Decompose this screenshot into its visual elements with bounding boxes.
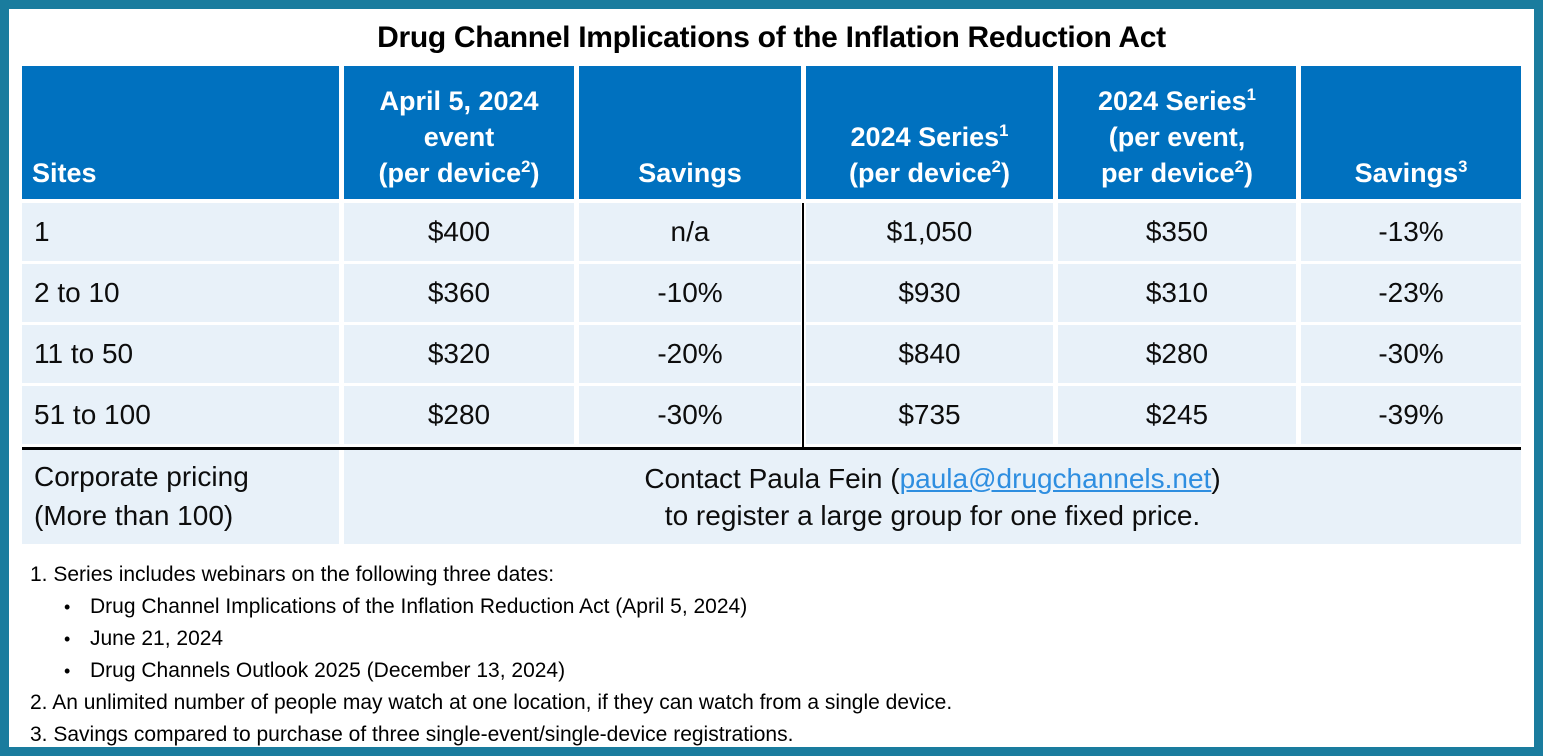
cell-savings3: -30% — [1301, 325, 1521, 383]
corporate-pricing-row: Corporate pricing (More than 100) Contac… — [22, 450, 1521, 544]
header-cell-savings: Savings — [579, 66, 801, 199]
page-title: Drug Channel Implications of the Inflati… — [377, 21, 1166, 54]
bullet-text: June 21, 2024 — [90, 627, 224, 650]
header-cell-savings3: Savings3 — [1301, 66, 1521, 199]
bullet-text: Drug Channels Outlook 2025 (December 13,… — [90, 659, 566, 682]
footnote-2: 2. An unlimited number of people may wat… — [30, 691, 953, 714]
table-row: 1 $400 n/a $1,050 $350 -13% — [22, 203, 1521, 264]
table-row: 11 to 50 $320 -20% $840 $280 -30% — [22, 322, 1521, 386]
header-cell-april-event: April 5, 2024 event (per device2) — [344, 66, 574, 199]
cell-sites: 2 to 10 — [22, 264, 339, 322]
table-row: 2 to 10 $360 -10% $930 $310 -23% — [22, 261, 1521, 325]
contact-text: Contact Paula Fein ( — [644, 462, 900, 494]
cell-april-price: $280 — [344, 386, 574, 444]
header-line: (per device2) — [849, 156, 1010, 192]
header-cell-series-per-event: 2024 Series1 (per event, per device2) — [1058, 66, 1296, 199]
contact-line: to register a large group for one fixed … — [664, 500, 1201, 531]
header-text: ) — [1243, 158, 1253, 189]
superscript: 2 — [991, 157, 1001, 177]
header-line: April 5, 2024 — [379, 86, 539, 117]
superscript: 3 — [1458, 157, 1468, 177]
header-row: Sites April 5, 2024 event (per device2) … — [22, 66, 1521, 199]
header-label: Sites — [32, 158, 97, 189]
cell-series-event-price: $350 — [1058, 203, 1296, 261]
header-text: (per device — [849, 158, 992, 189]
cell-savings3: -13% — [1301, 203, 1521, 261]
cell-series-device-price: $735 — [802, 383, 1053, 447]
superscript: 2 — [521, 157, 531, 177]
corporate-pricing-label: Corporate pricing (More than 100) — [22, 450, 339, 544]
pricing-table: Sites April 5, 2024 event (per device2) … — [22, 66, 1521, 544]
cell-april-price: $360 — [344, 264, 574, 322]
header-line: event — [423, 122, 495, 153]
header-line: Savings3 — [1355, 156, 1468, 192]
superscript: 1 — [1246, 85, 1256, 105]
superscript: 2 — [1234, 157, 1244, 177]
bullet-icon: • — [64, 629, 71, 649]
header-cell-sites: Sites — [22, 66, 339, 199]
cell-series-device-price: $930 — [802, 261, 1053, 325]
cell-series-device-price: $1,050 — [802, 203, 1053, 264]
email-link[interactable]: paula@drugchannels.net — [899, 462, 1212, 494]
header-text: 2024 Series — [1098, 86, 1247, 117]
bullet-item: • Drug Channels Outlook 2025 (December 1… — [30, 655, 1534, 687]
cell-april-price: $400 — [344, 203, 574, 261]
header-text: ) — [1000, 158, 1010, 189]
footnotes: 1. Series includes webinars on the follo… — [30, 559, 1534, 747]
header-text: ) — [530, 158, 540, 189]
cell-series-device-price: $840 — [802, 322, 1053, 386]
cell-sites: 51 to 100 — [22, 386, 339, 444]
corporate-label-line: Corporate pricing — [34, 461, 249, 493]
bullet-icon: • — [64, 597, 71, 617]
header-line: 2024 Series1 — [851, 120, 1009, 156]
header-text: (per device — [378, 158, 522, 189]
superscript: 1 — [999, 121, 1009, 141]
header-text: Savings — [1354, 158, 1459, 189]
header-cell-series-per-device: 2024 Series1 (per device2) — [806, 66, 1053, 199]
bullet-item: • June 21, 2024 — [30, 623, 1534, 655]
cell-savings: -10% — [579, 264, 801, 322]
header-line: (per event, — [1108, 122, 1246, 153]
header-text: 2024 Series — [850, 122, 1000, 153]
cell-series-event-price: $245 — [1058, 386, 1296, 444]
cell-sites: 11 to 50 — [22, 325, 339, 383]
header-line: per device2) — [1101, 156, 1253, 192]
cell-series-event-price: $280 — [1058, 325, 1296, 383]
footnote-1: 1. Series includes webinars on the follo… — [30, 563, 555, 586]
cell-savings3: -39% — [1301, 386, 1521, 444]
header-line: 2024 Series1 — [1098, 84, 1256, 120]
header-line: (per device2) — [379, 156, 540, 192]
contact-text: ) — [1211, 462, 1221, 494]
footnote-3: 3. Savings compared to purchase of three… — [30, 723, 794, 746]
cell-sites: 1 — [22, 203, 339, 261]
cell-savings: -30% — [579, 386, 801, 444]
cell-savings3: -23% — [1301, 264, 1521, 322]
bullet-icon: • — [64, 661, 71, 681]
contact-line: Contact Paula Fein (paula@drugchannels.n… — [644, 460, 1220, 497]
cell-savings: -20% — [579, 325, 801, 383]
bullet-item: • Drug Channel Implications of the Infla… — [30, 591, 1534, 623]
cell-savings: n/a — [579, 203, 801, 261]
table-row: 51 to 100 $280 -30% $735 $245 -39% — [22, 383, 1521, 447]
corporate-label-line: (More than 100) — [34, 500, 234, 531]
cell-series-event-price: $310 — [1058, 264, 1296, 322]
corporate-contact-cell: Contact Paula Fein (paula@drugchannels.n… — [344, 450, 1521, 544]
heavy-divider-line — [22, 447, 1521, 450]
cell-april-price: $320 — [344, 325, 574, 383]
header-label: Savings — [638, 158, 742, 189]
header-text: per device — [1101, 158, 1235, 189]
bullet-text: Drug Channel Implications of the Inflati… — [90, 595, 748, 618]
